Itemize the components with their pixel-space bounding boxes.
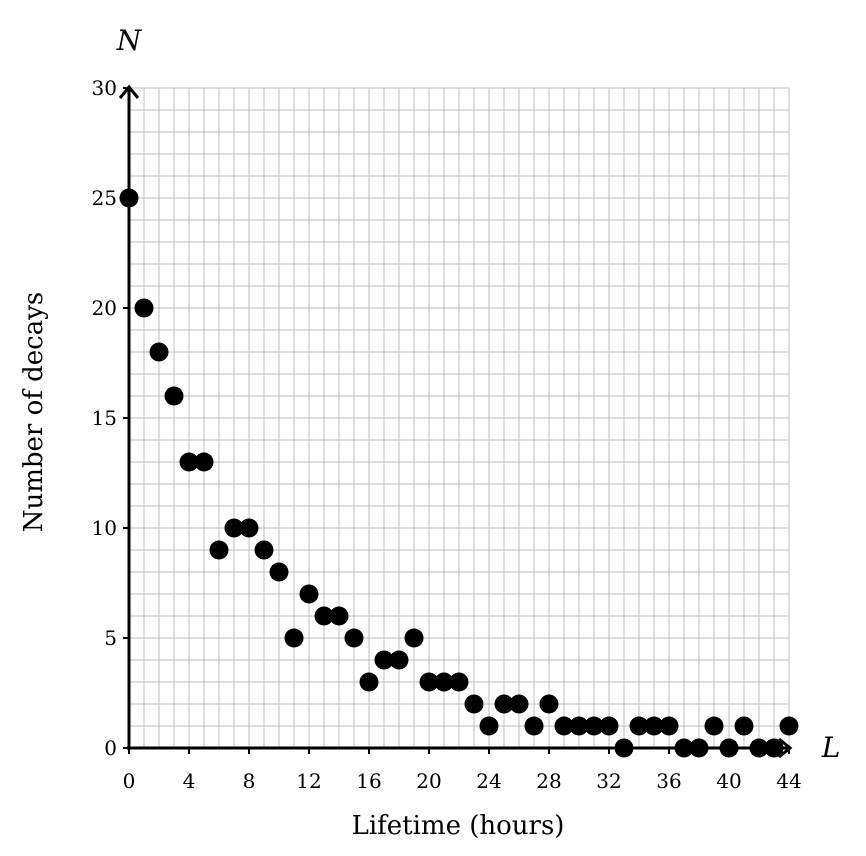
x-tick-label: 44 xyxy=(776,769,801,793)
y-axis-title: Number of decays xyxy=(19,292,49,533)
data-point xyxy=(434,672,454,692)
data-point xyxy=(389,650,409,670)
y-tick-label: 15 xyxy=(92,406,117,430)
y-tick-label: 0 xyxy=(104,736,117,760)
data-points xyxy=(119,188,799,758)
y-tick-label: 30 xyxy=(92,76,117,100)
data-point xyxy=(704,716,724,736)
data-point xyxy=(239,518,259,538)
y-tick-label: 20 xyxy=(92,296,117,320)
data-point xyxy=(224,518,244,538)
data-point xyxy=(479,716,499,736)
data-point xyxy=(689,738,709,758)
x-tick-label: 4 xyxy=(183,769,196,793)
grid xyxy=(128,87,790,749)
data-point xyxy=(374,650,394,670)
tick-labels: 0 4 8 12 16 20 24 28 32 36 40 44 0 5 10 15 20 25 30 xyxy=(92,76,802,793)
data-point xyxy=(209,540,229,560)
data-point xyxy=(659,716,679,736)
data-point xyxy=(404,628,424,648)
x-axis-symbol: L xyxy=(821,731,841,764)
data-point xyxy=(329,606,349,626)
data-point xyxy=(194,452,214,472)
x-tick-label: 28 xyxy=(536,769,561,793)
axes xyxy=(118,84,793,759)
data-point xyxy=(584,716,604,736)
data-point xyxy=(284,628,304,648)
data-point xyxy=(179,452,199,472)
data-point xyxy=(749,738,769,758)
data-point xyxy=(614,738,634,758)
y-tick-label: 25 xyxy=(92,186,117,210)
data-point xyxy=(464,694,484,714)
data-point xyxy=(419,672,439,692)
data-point xyxy=(629,716,649,736)
data-point xyxy=(344,628,364,648)
x-tick-label: 20 xyxy=(416,769,441,793)
x-tick-label: 40 xyxy=(716,769,741,793)
data-point xyxy=(134,298,154,318)
data-point xyxy=(149,342,169,362)
data-point xyxy=(674,738,694,758)
data-point xyxy=(599,716,619,736)
data-point xyxy=(494,694,514,714)
data-point xyxy=(119,188,139,208)
data-point xyxy=(314,606,334,626)
data-point xyxy=(359,672,379,692)
data-point xyxy=(269,562,289,582)
x-axis-title: Lifetime (hours) xyxy=(352,811,565,841)
y-axis-symbol: N xyxy=(116,24,143,57)
x-tick-label: 24 xyxy=(476,769,501,793)
data-point xyxy=(569,716,589,736)
data-point xyxy=(254,540,274,560)
x-tick-label: 12 xyxy=(296,769,321,793)
data-point xyxy=(449,672,469,692)
data-point xyxy=(299,584,319,604)
data-point xyxy=(554,716,574,736)
data-point xyxy=(734,716,754,736)
x-tick-label: 32 xyxy=(596,769,621,793)
y-tick-label: 5 xyxy=(104,626,117,650)
x-tick-label: 8 xyxy=(243,769,256,793)
data-point xyxy=(509,694,529,714)
data-point xyxy=(764,738,784,758)
x-tick-label: 0 xyxy=(123,769,136,793)
data-point xyxy=(719,738,739,758)
data-point xyxy=(539,694,559,714)
data-point xyxy=(524,716,544,736)
y-tick-label: 10 xyxy=(92,516,117,540)
data-point xyxy=(644,716,664,736)
x-tick-label: 16 xyxy=(356,769,381,793)
data-point xyxy=(779,716,799,736)
x-tick-label: 36 xyxy=(656,769,681,793)
data-point xyxy=(164,386,184,406)
